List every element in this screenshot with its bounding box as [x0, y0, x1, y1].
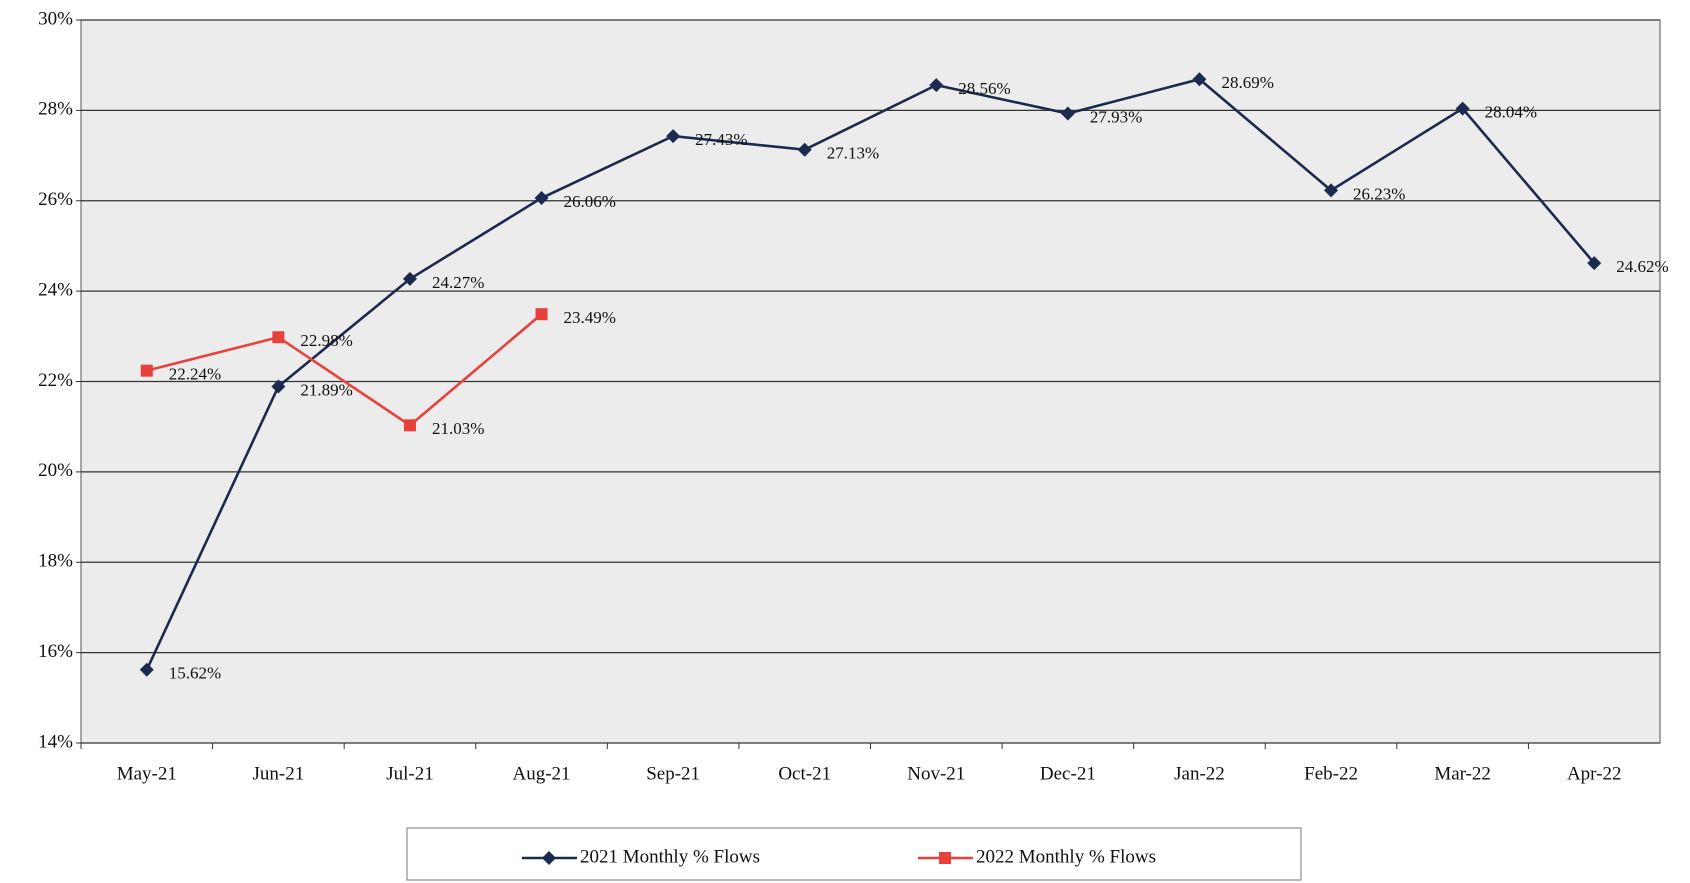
data-point [403, 419, 416, 432]
legend-label: 2022 Monthly % Flows [976, 846, 1156, 867]
legend-marker [542, 851, 556, 865]
data-point [272, 331, 285, 344]
data-point [402, 271, 417, 286]
data-point [139, 662, 154, 677]
data-point [1060, 106, 1075, 121]
x-tick-label: Dec-21 [1040, 763, 1096, 784]
value-label: 22.24% [169, 365, 221, 384]
series-line [145, 77, 1596, 671]
x-tick-label: May-21 [117, 763, 177, 784]
data-point [1587, 256, 1602, 271]
value-label: 15.62% [169, 664, 221, 683]
legend-label: 2021 Monthly % Flows [580, 846, 760, 867]
value-label: 27.43% [695, 130, 747, 149]
x-tick-label: Oct-21 [778, 763, 831, 784]
series-line [146, 313, 543, 427]
y-tick-label: 22% [38, 370, 73, 391]
legend-marker [939, 852, 951, 864]
x-tick-label: Nov-21 [907, 763, 965, 784]
value-label: 27.93% [1090, 107, 1142, 126]
x-tick-label: Feb-22 [1304, 763, 1358, 784]
data-point [666, 129, 681, 144]
x-tick-label: Jan-22 [1174, 763, 1225, 784]
value-label: 24.27% [432, 273, 484, 292]
y-tick-label: 14% [38, 731, 73, 752]
y-tick-label: 20% [38, 460, 73, 481]
y-tick-label: 16% [38, 641, 73, 662]
data-point [271, 379, 286, 394]
data-point [797, 142, 812, 157]
value-label: 28.69% [1221, 73, 1273, 92]
data-point [140, 364, 153, 377]
value-label: 28.56% [958, 79, 1010, 98]
value-label: 28.04% [1485, 102, 1537, 121]
y-tick-label: 28% [38, 99, 73, 120]
y-tick-label: 26% [38, 189, 73, 210]
y-tick-label: 30% [38, 8, 73, 29]
data-point [1324, 183, 1339, 198]
data-point [1455, 101, 1470, 116]
x-tick-label: Jun-21 [253, 763, 305, 784]
value-label: 26.23% [1353, 184, 1405, 203]
value-label: 22.98% [300, 331, 352, 350]
value-label: 27.13% [827, 144, 879, 163]
y-tick-label: 18% [38, 551, 73, 572]
x-tick-label: Apr-22 [1567, 763, 1622, 784]
x-tick-label: Jul-21 [386, 763, 434, 784]
data-point [534, 191, 549, 206]
value-label: 21.89% [300, 380, 352, 399]
data-point [535, 308, 548, 321]
value-label: 23.49% [564, 308, 616, 327]
y-tick-label: 24% [38, 279, 73, 300]
legend-box [406, 827, 1302, 881]
data-point [929, 78, 944, 93]
value-label: 21.03% [432, 419, 484, 438]
value-label: 24.62% [1616, 257, 1668, 276]
x-tick-label: Sep-21 [646, 763, 700, 784]
x-tick-label: Mar-22 [1434, 763, 1491, 784]
x-tick-label: Aug-21 [513, 763, 571, 784]
data-point [1192, 72, 1207, 87]
value-label: 26.06% [564, 192, 616, 211]
